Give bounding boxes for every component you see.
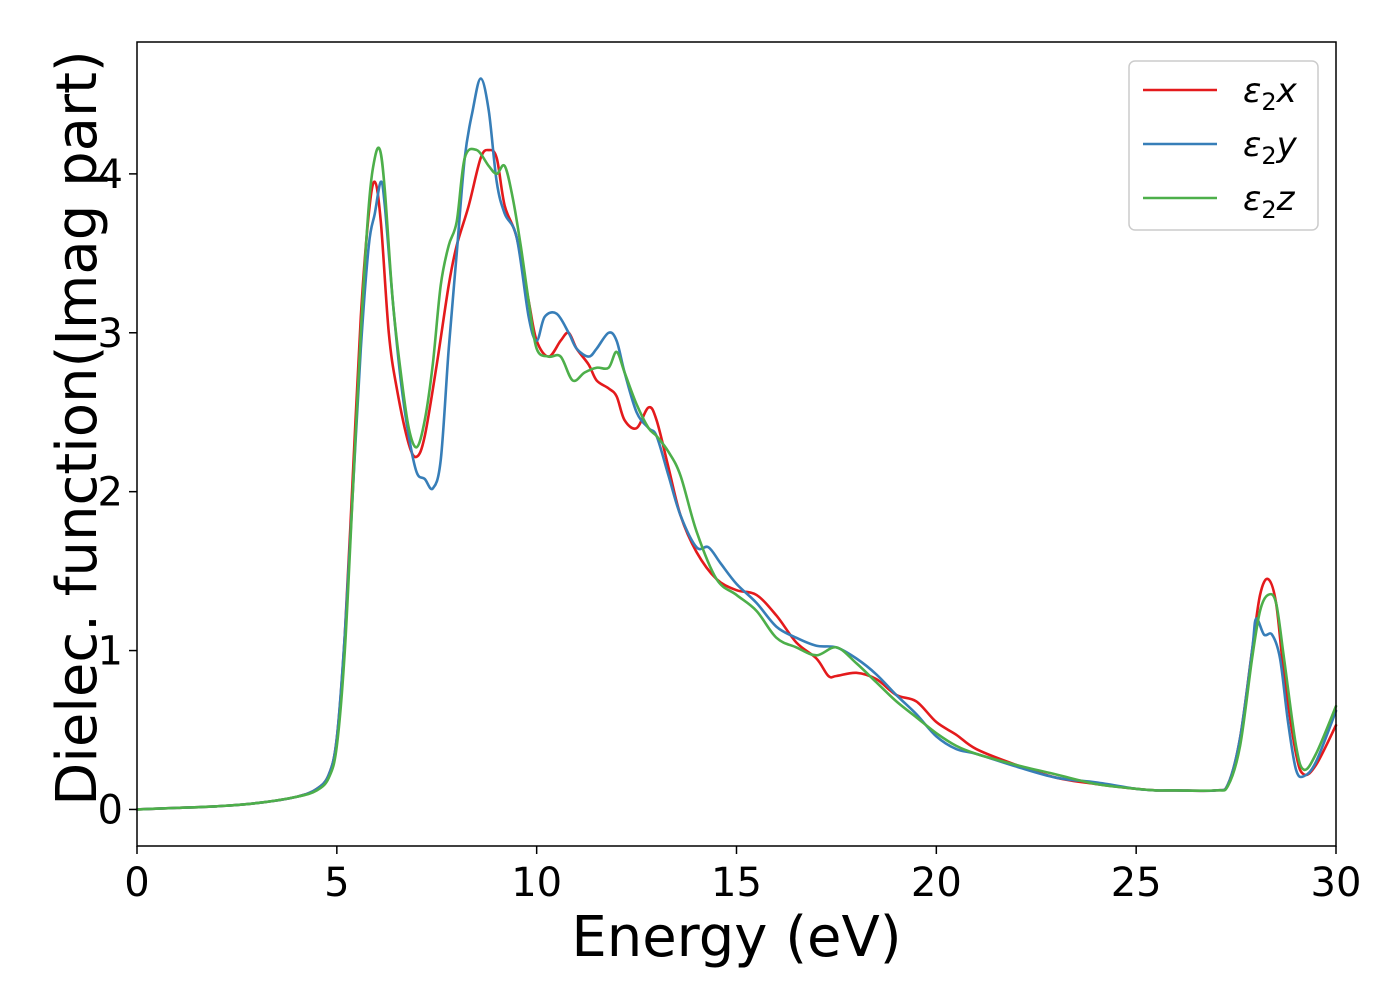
legend: ε2x ε2y ε2z <box>1128 60 1319 231</box>
legend-label-x: ε2x <box>1243 71 1298 116</box>
legend-box <box>1128 60 1319 231</box>
x-tick-label: 5 <box>324 860 349 906</box>
x-axis-label: Energy (eV) <box>571 905 901 970</box>
x-tick-label: 0 <box>124 860 149 906</box>
legend-label-y: ε2y <box>1243 125 1298 170</box>
ticks-layer: 0 5 10 15 20 25 30 0 1 2 3 4 <box>98 152 1362 906</box>
y-tick-label: 0 <box>98 787 123 833</box>
x-tick-label: 30 <box>1311 860 1362 906</box>
x-tick-label: 15 <box>711 860 762 906</box>
series-line-x <box>135 148 1338 811</box>
y-tick-label: 4 <box>98 152 123 198</box>
series-line-z <box>135 146 1338 811</box>
y-tick-label: 2 <box>98 470 123 516</box>
y-tick-label: 1 <box>98 629 123 675</box>
x-tick-label: 20 <box>911 860 962 906</box>
y-axis-label: Dielec. function(Imag part) <box>45 50 110 806</box>
y-tick-label: 3 <box>98 311 123 357</box>
x-tick-label: 25 <box>1111 860 1162 906</box>
legend-label-z: ε2z <box>1243 179 1296 224</box>
x-tick-label: 10 <box>511 860 562 906</box>
series-layer <box>135 77 1338 811</box>
